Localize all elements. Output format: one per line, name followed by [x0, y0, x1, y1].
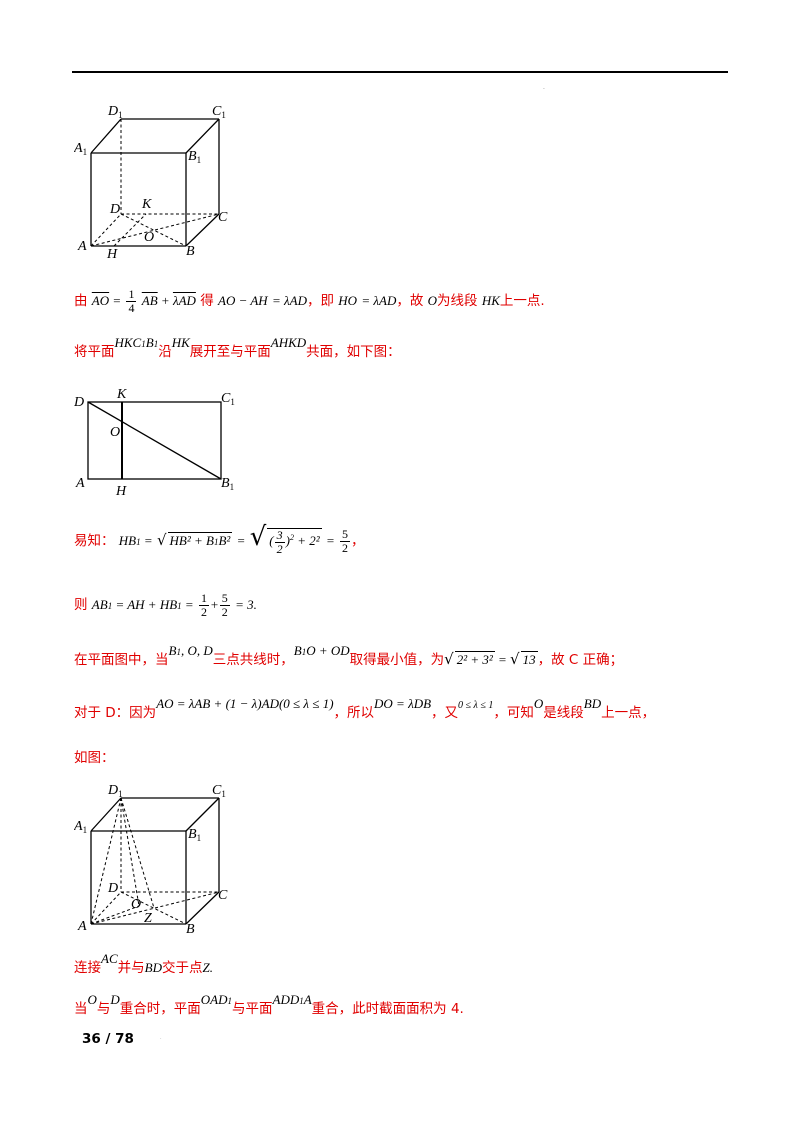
label-D: D [74, 395, 84, 410]
label-C1: C [221, 391, 231, 406]
svg-text:D1: D1 [107, 783, 123, 799]
page-number: 36 / 78 [82, 1031, 134, 1047]
label-H: H [115, 484, 127, 499]
cube-figure-2: D1 C1 A1 B1 D C O A Z B [74, 778, 244, 940]
label-D1: D [107, 104, 118, 119]
label-B: B [186, 922, 195, 937]
svg-text:B1: B1 [188, 149, 201, 165]
svg-text:C1: C1 [212, 104, 226, 120]
cube-figure-1: D1 C1 A1 B1 D K C O A H B [74, 100, 244, 262]
label-D1: D [107, 783, 118, 798]
svg-text:C1: C1 [212, 783, 226, 799]
text-line-5: 在平面图中，当B1, O, D三点共线时，B1O + OD取得最小值，为√ 2² … [74, 643, 624, 668]
label-A1: A [74, 819, 83, 834]
text-line-8: 连接AC并与BD交于点Z. [74, 951, 213, 976]
label-D: D [107, 881, 118, 896]
label-B1: B [188, 827, 197, 842]
label-B1: B [221, 476, 230, 491]
label-C1: C [212, 783, 222, 798]
label-A: A [75, 476, 85, 491]
text-line-9: 当O与D重合时，平面OAD1与平面ADD1A重合，此时截面面积为 4. [74, 992, 464, 1017]
svg-text:A1: A1 [74, 819, 87, 835]
label-A: A [77, 919, 87, 934]
unfolded-rectangle-figure: D K C1 O A H B1 [74, 384, 244, 500]
label-Z: Z [144, 911, 152, 926]
label-K: K [141, 197, 152, 212]
svg-text:A1: A1 [74, 141, 87, 157]
label-O: O [110, 425, 120, 440]
label-O: O [144, 230, 154, 245]
label-C: C [218, 888, 228, 903]
svg-text:C1: C1 [221, 391, 235, 407]
label-O: O [131, 897, 141, 912]
svg-text:D1: D1 [107, 104, 123, 120]
label-B1: B [188, 149, 197, 164]
svg-text:B1: B1 [221, 476, 234, 492]
label-A1: A [74, 141, 83, 156]
text-line-7: 如图： [74, 750, 115, 766]
label-B: B [186, 244, 195, 259]
decorative-dot: . [160, 1035, 162, 1041]
text-line-4: 则 AB1 = AH + HB1 = 1 2 +5 2 = 3. [74, 591, 257, 619]
label-K: K [116, 387, 127, 402]
text-line-6: 对于 D：因为AO = λAB + (1 − λ)AD(0 ≤ λ ≤ 1)，所… [74, 696, 656, 721]
label-D: D [109, 202, 120, 217]
label-C: C [218, 210, 228, 225]
label-H: H [106, 247, 118, 262]
header-rule [72, 71, 728, 73]
label-C1: C [212, 104, 222, 119]
svg-text:B1: B1 [188, 827, 201, 843]
text-line-2: 将平面HKC1B1沿HK展开至与平面AHKD共面，如下图： [74, 335, 401, 360]
label-A: A [77, 239, 87, 254]
decorative-dot: . [543, 84, 545, 91]
